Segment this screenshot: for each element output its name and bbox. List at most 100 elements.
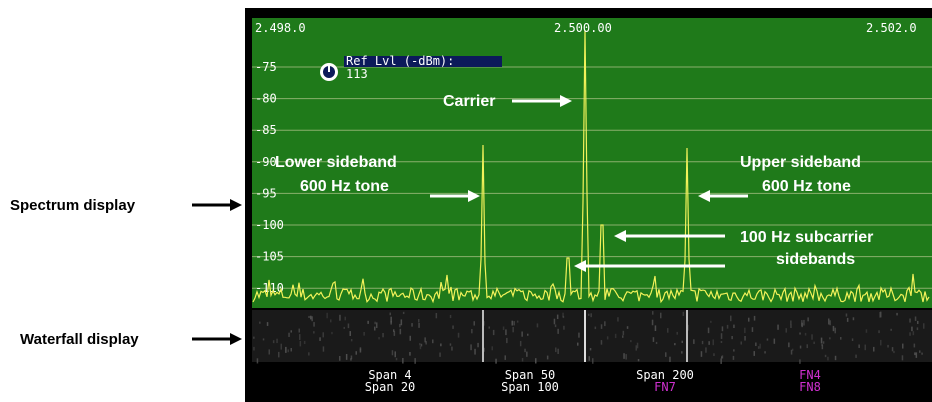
waterfall-speckle [339,356,341,361]
waterfall-speckle [909,319,911,323]
waterfall-speckle [418,319,420,322]
waterfall-speckle [356,351,358,355]
waterfall-speckle [409,352,411,356]
waterfall-speckle [401,319,403,325]
waterfall-speckle [390,321,392,325]
waterfall-speckle [607,336,609,339]
waterfall-speckle [257,358,259,363]
waterfall-speckle [913,331,915,335]
waterfall-speckle [424,337,426,342]
button-label[interactable]: Span 100 [501,380,559,394]
waterfall-speckle [721,341,723,343]
waterfall-speckle [281,344,283,350]
waterfall-speckle [348,324,350,329]
waterfall-speckle [858,345,860,348]
waterfall-speckle [477,343,479,347]
waterfall-speckle [563,316,565,318]
waterfall-speckle [731,336,733,339]
waterfall-speckle [592,358,594,364]
waterfall-speckle [803,320,805,326]
waterfall-speckle [813,342,815,344]
waterfall-speckle [720,358,722,364]
waterfall-speckle [367,321,369,324]
waterfall-speckle [527,334,529,336]
waterfall-speckle [555,325,557,328]
waterfall-speckle [799,333,801,335]
waterfall-speckle [807,317,809,321]
waterfall-speckle [914,352,916,355]
waterfall-speckle [512,321,514,326]
waterfall-speckle [852,338,854,341]
waterfall-speckle [474,321,476,325]
level-label: -75 [255,60,277,74]
waterfall-speckle [730,316,732,322]
waterfall-speckle [253,347,255,351]
waterfall-speckle [623,353,625,359]
waterfall-speckle [722,326,724,331]
waterfall-speckle [917,327,919,330]
waterfall-speckle [615,334,617,338]
waterfall-speckle [660,313,662,319]
waterfall-speckle [722,355,724,358]
waterfall-speckle [350,331,352,336]
waterfall-speckle [323,332,325,337]
waterfall-speckle [547,356,549,360]
annotation: 600 Hz tone [300,178,389,195]
button-label[interactable]: Span 20 [365,380,416,394]
waterfall-speckle [917,321,919,324]
waterfall-speckle [300,341,302,346]
waterfall-speckle [382,333,384,337]
waterfall-speckle [505,355,507,360]
waterfall-speckle [790,325,792,328]
waterfall-speckle [346,354,348,360]
waterfall-speckle [418,323,420,328]
waterfall-speckle [537,323,539,327]
waterfall-speckle [563,326,565,330]
waterfall-speckle [288,333,290,337]
waterfall-speckle [682,341,684,343]
waterfall-speckle [807,344,809,348]
waterfall-speckle [744,328,746,333]
waterfall-speckle [835,356,837,360]
waterfall-speckle [829,320,831,325]
waterfall-speckle [590,313,592,317]
level-label: -105 [255,250,284,264]
waterfall-speckle [402,358,404,364]
waterfall-speckle [792,349,794,351]
waterfall-speckle [821,338,823,344]
waterfall-speckle [799,359,801,363]
annotation: sidebands [776,251,855,268]
waterfall-speckle [421,344,423,347]
waterfall-speckle [399,324,401,327]
waterfall-speckle [253,337,255,339]
button-label[interactable]: FN7 [654,380,676,394]
waterfall-speckle [331,332,333,334]
waterfall-speckle [411,323,413,327]
waterfall-speckle [733,349,735,351]
waterfall-speckle [436,313,438,318]
waterfall-speckle [557,329,559,334]
waterfall-speckle [517,321,519,323]
waterfall-speckle [855,355,857,358]
button-label[interactable]: FN8 [799,380,821,394]
waterfall-speckle [470,344,472,350]
waterfall-speckle [512,327,514,332]
annotation: Carrier [443,93,495,110]
waterfall-speckle [656,342,658,344]
level-label: -95 [255,186,277,200]
waterfall-speckle [360,348,362,352]
waterfall-speckle [439,353,441,357]
waterfall-speckle [363,332,365,336]
waterfall-speckle [683,312,685,316]
waterfall-speckle [450,315,452,318]
waterfall-speckle [741,342,743,345]
waterfall-speckle [733,325,735,328]
waterfall-speckle [601,324,603,329]
waterfall-speckle [754,316,756,321]
waterfall-speckle [788,343,790,348]
waterfall-speckle [727,325,729,329]
waterfall-speckle [774,339,776,344]
waterfall-speckle [630,340,632,342]
waterfall-speckle [708,341,710,345]
waterfall-speckle [754,351,756,356]
